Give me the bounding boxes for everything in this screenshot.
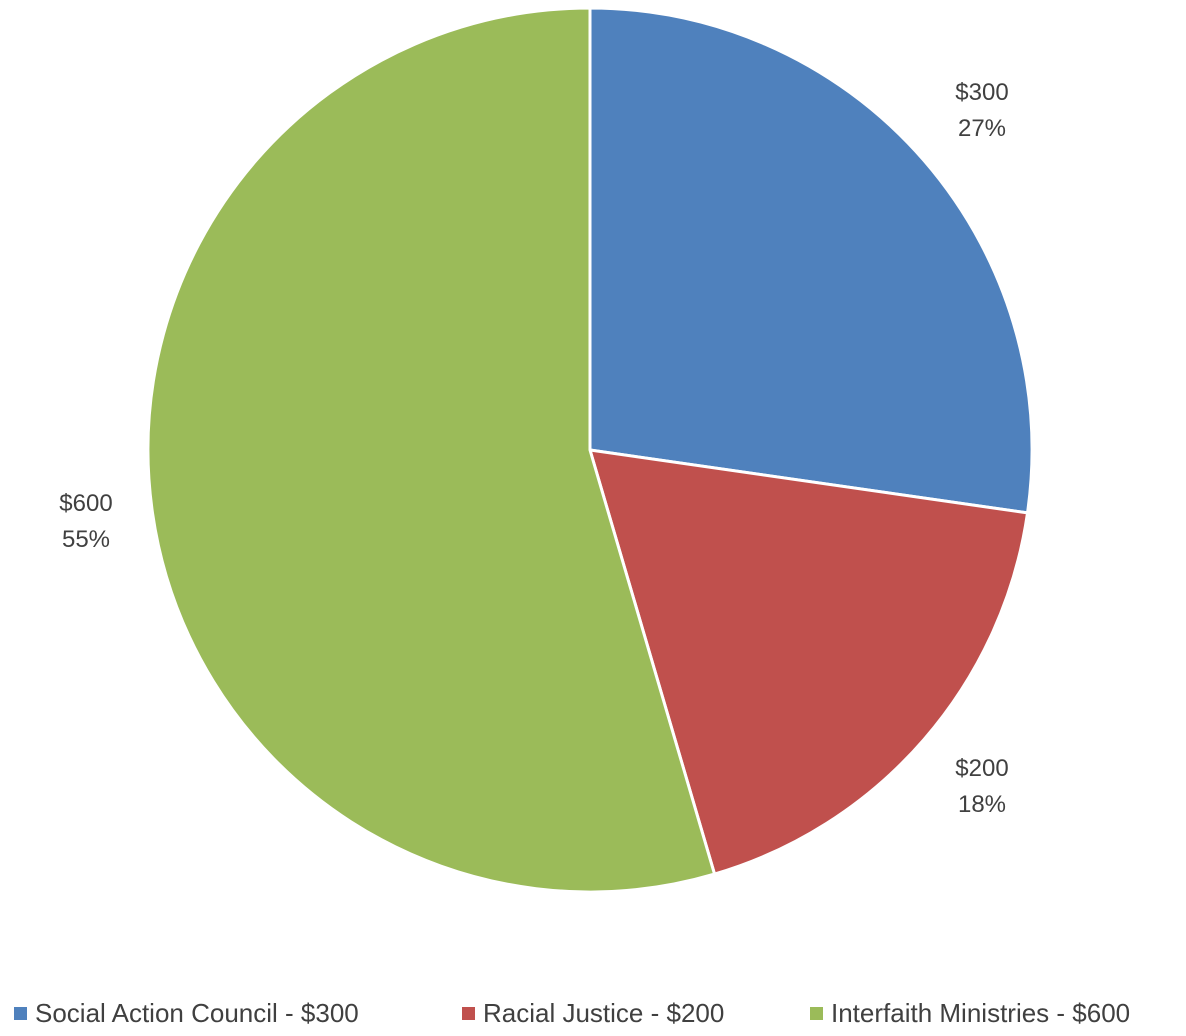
legend-label: Racial Justice - $200 [483, 998, 725, 1028]
pie-slices [146, 6, 1034, 894]
legend-item-interfaith-ministries: Interfaith Ministries - $600 [810, 998, 1130, 1029]
data-label-value: $600 [59, 490, 113, 517]
pie-plot-area [146, 6, 1034, 894]
legend-swatch [14, 1007, 27, 1020]
legend-swatch [462, 1007, 475, 1020]
pie-slice-social-action-council [588, 6, 1034, 515]
data-label-percent: 27% [957, 115, 1007, 142]
data-label-racial-justice: $200 18% [922, 751, 1042, 823]
legend-swatch [810, 1007, 823, 1020]
data-label-value: $200 [955, 755, 1009, 782]
data-label-value: $300 [955, 79, 1009, 106]
legend-label: Social Action Council - $300 [35, 998, 359, 1028]
pie-slice-interfaith-ministries [146, 6, 717, 894]
legend-label: Interfaith Ministries - $600 [831, 998, 1131, 1028]
legend-item-social-action-council: Social Action Council - $300 [14, 998, 359, 1029]
data-label-interfaith-ministries: $600 55% [26, 486, 146, 558]
legend-item-racial-justice: Racial Justice - $200 [462, 998, 724, 1029]
data-label-percent: 55% [61, 526, 111, 553]
pie-slice-racial-justice [588, 448, 1029, 876]
chart-legend: Social Action Council - $300 Racial Just… [0, 996, 1186, 1036]
data-label-percent: 18% [957, 791, 1007, 818]
data-label-social-action-council: $300 27% [922, 75, 1042, 147]
